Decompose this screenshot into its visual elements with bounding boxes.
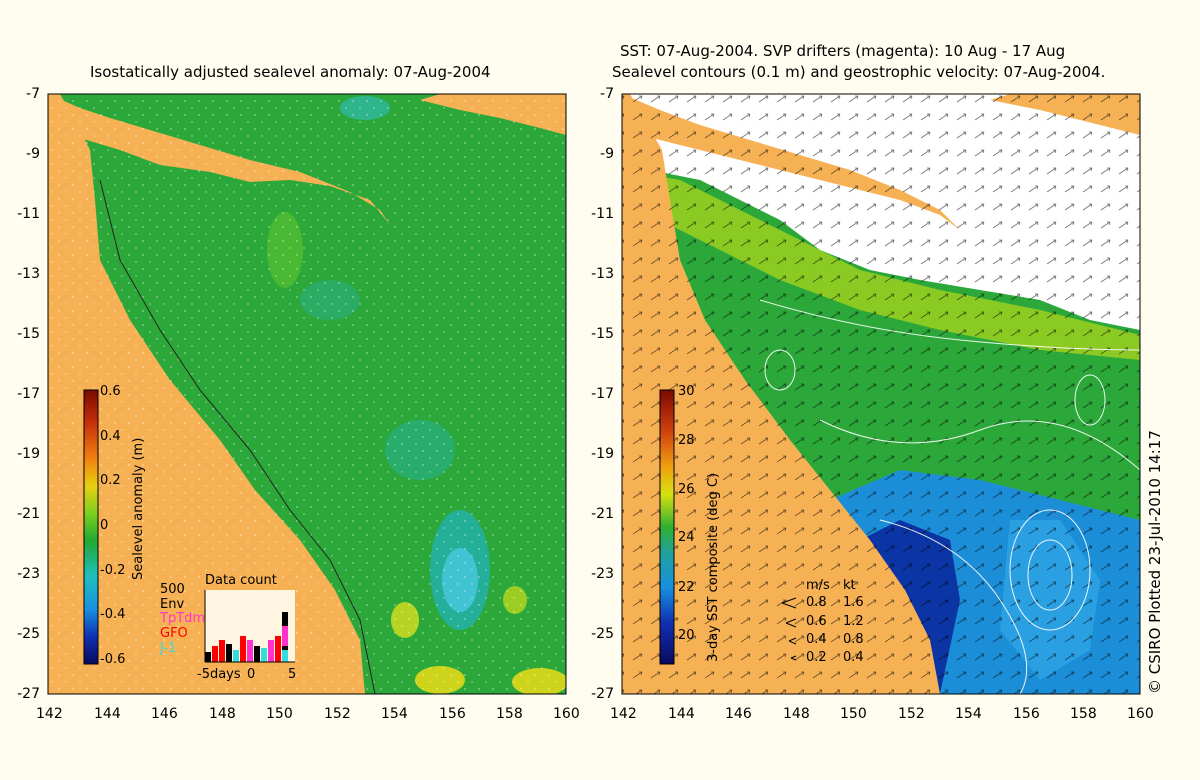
left-y-tick: -19 (17, 446, 40, 462)
left-x-tick: 146 (151, 706, 178, 722)
right-x-tick: 142 (610, 706, 637, 722)
right-x-tick: 154 (955, 706, 982, 722)
left-x-tick: 160 (553, 706, 580, 722)
right-y-tick: -15 (591, 326, 614, 342)
left-y-tick: -17 (17, 386, 40, 402)
velocity-legend-kt: 1.6 (843, 595, 864, 610)
sst-cb-tick: 20 (678, 628, 695, 643)
right-y-tick: -21 (591, 506, 614, 522)
right-y-tick: -13 (591, 266, 614, 282)
velocity-legend-arrows (781, 597, 797, 661)
velocity-legend-kt: 1.2 (843, 614, 864, 629)
sla-cb-tick: 0.4 (100, 429, 121, 444)
legend-env: Env (160, 597, 185, 612)
velocity-legend-ms: 0.4 (806, 632, 827, 647)
data-count-x-label: 0 (247, 667, 256, 682)
right-map-title-line2: Sealevel contours (0.1 m) and geostrophi… (612, 63, 1106, 81)
right-x-tick: 156 (1013, 706, 1040, 722)
right-x-tick: 152 (898, 706, 925, 722)
right-x-tick: 158 (1070, 706, 1097, 722)
left-x-tick: 154 (381, 706, 408, 722)
right-x-tick: 148 (783, 706, 810, 722)
sla-colorbar-label: Sealevel anomaly (m) (131, 437, 146, 580)
right-y-tick: -19 (591, 446, 614, 462)
left-x-tick: 142 (36, 706, 63, 722)
sst-cb-tick: 26 (678, 482, 695, 497)
velocity-legend-kt: 0.8 (843, 632, 864, 647)
left-y-tick: -11 (17, 206, 40, 222)
data-count-x-label: 5 (288, 667, 297, 682)
left-y-tick: -23 (17, 566, 40, 582)
right-y-tick: -11 (591, 206, 614, 222)
left-x-tick: 144 (94, 706, 121, 722)
data-count-x-label: -5days (197, 667, 241, 682)
sst-colorbar-label: 3-day SST composite (deg C) (706, 472, 721, 662)
left-y-tick: -15 (17, 326, 40, 342)
right-y-tick: -25 (591, 626, 614, 642)
right-x-tick: 144 (668, 706, 695, 722)
right-y-tick: -9 (600, 146, 614, 162)
right-map-title-line1: SST: 07-Aug-2004. SVP drifters (magenta)… (620, 42, 1066, 60)
left-y-tick: -13 (17, 266, 40, 282)
legend-j1: J-1 (160, 641, 177, 656)
data-count-title: Data count (205, 573, 277, 588)
sla-cb-tick: 0 (100, 518, 109, 533)
left-y-tick: -27 (17, 686, 40, 702)
left-x-tick: 148 (209, 706, 236, 722)
right-y-tick: -27 (591, 686, 614, 702)
right-y-tick: -23 (591, 566, 614, 582)
velocity-legend-kt: 0.4 (843, 650, 864, 665)
left-x-tick: 150 (266, 706, 293, 722)
right-x-tick: 146 (725, 706, 752, 722)
left-x-tick: 156 (439, 706, 466, 722)
left-y-tick: -7 (26, 86, 40, 102)
sst-cb-tick: 28 (678, 433, 695, 448)
left-y-tick: -9 (26, 146, 40, 162)
left-y-tick: -25 (17, 626, 40, 642)
sst-cb-tick: 30 (678, 384, 695, 399)
data-count-scale: 500 (160, 582, 185, 597)
legend-gfo: GFO (160, 626, 188, 641)
left-x-tick: 158 (496, 706, 523, 722)
left-y-tick: -21 (17, 506, 40, 522)
left-x-tick: 152 (324, 706, 351, 722)
velocity-legend-ms: 0.6 (806, 614, 827, 629)
velocity-legend-ms: 0.8 (806, 595, 827, 610)
sla-cb-tick: -0.4 (100, 607, 126, 622)
velocity-legend-ms-header: m/s (806, 578, 830, 593)
right-y-tick: -17 (591, 386, 614, 402)
velocity-legend-kt-header: kt (843, 578, 856, 593)
sst-cb-tick: 22 (678, 580, 695, 595)
sla-cb-tick: -0.6 (100, 652, 126, 667)
data-count-bars (205, 612, 288, 662)
right-x-tick: 150 (840, 706, 867, 722)
sla-cb-tick: -0.2 (100, 563, 126, 578)
sla-cb-tick: 0.6 (100, 384, 121, 399)
sst-cb-tick: 24 (678, 530, 695, 545)
left-map-title: Isostatically adjusted sealevel anomaly:… (90, 63, 491, 81)
credit-text: © CSIRO Plotted 23-Jul-2010 14:17 (1146, 430, 1164, 694)
right-x-tick: 160 (1127, 706, 1154, 722)
right-y-tick: -7 (600, 86, 614, 102)
legend-tptdm: TpTdm (160, 611, 206, 626)
velocity-legend-ms: 0.2 (806, 650, 827, 665)
sla-cb-tick: 0.2 (100, 473, 121, 488)
